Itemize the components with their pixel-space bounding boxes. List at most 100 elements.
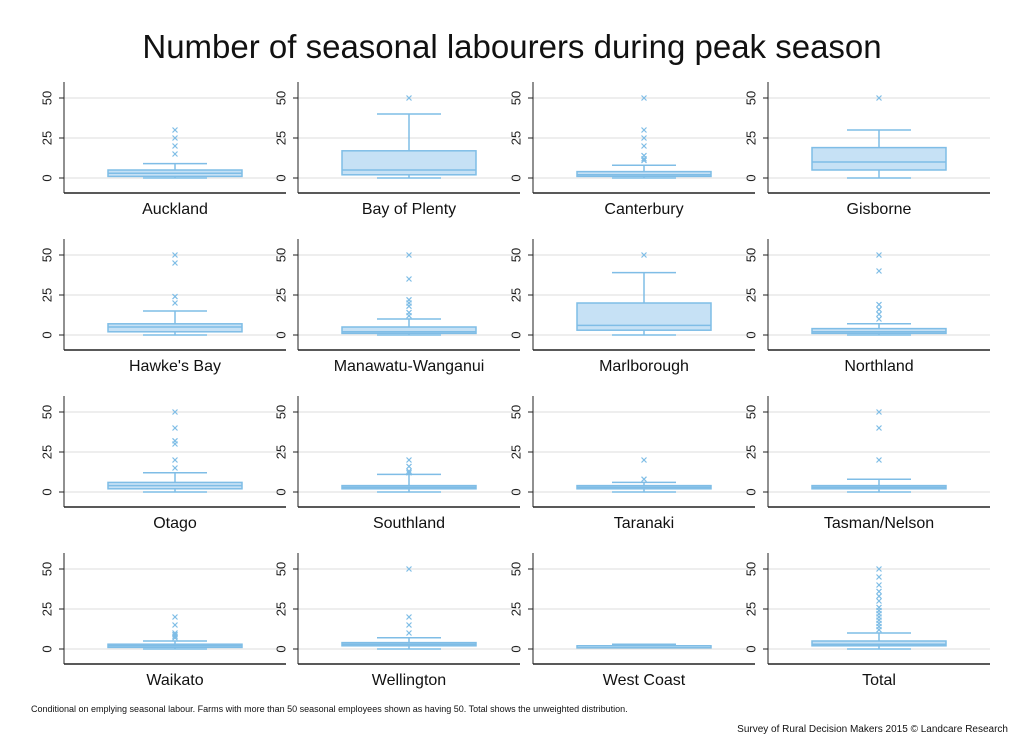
y-tick-label: 25	[508, 131, 523, 145]
outlier-marker	[876, 409, 882, 415]
iqr-box	[576, 170, 712, 178]
panel-bay-of-plenty: 0 25 50 Bay of Plenty	[273, 82, 520, 218]
outlier-marker	[406, 469, 412, 476]
outlier-marker	[641, 457, 647, 463]
panel-label: Manawatu-Wanganui	[334, 358, 485, 375]
y-tick-label: 25	[273, 131, 288, 145]
outlier-marker	[406, 95, 412, 101]
y-tick-label: 0	[508, 331, 523, 338]
outlier-marker	[172, 260, 178, 266]
outlier-marker	[876, 566, 882, 572]
panel-label: Wellington	[372, 672, 446, 689]
panel-hawke-s-bay: 0 25 50 Hawke's Bay	[39, 239, 286, 375]
y-tick-label: 50	[39, 248, 54, 262]
outlier-marker	[406, 630, 412, 636]
y-tick-label: 0	[39, 331, 54, 338]
panel-label: Waikato	[146, 672, 203, 689]
y-tick-label: 0	[39, 174, 54, 181]
panel-label: Auckland	[142, 201, 208, 218]
iqr-box	[811, 146, 947, 171]
outlier-marker	[406, 457, 412, 463]
outlier-marker	[876, 95, 882, 101]
y-tick-label: 50	[508, 91, 523, 105]
panel-label: Total	[862, 672, 896, 689]
outlier-marker	[876, 604, 882, 611]
footnote: Conditional on emplying seasonal labour.…	[31, 704, 628, 714]
outlier-marker	[876, 588, 882, 595]
y-tick-label: 25	[508, 288, 523, 302]
outlier-marker	[172, 127, 178, 133]
y-tick-label: 50	[273, 562, 288, 576]
y-tick-label: 0	[508, 174, 523, 181]
y-tick-label: 25	[39, 288, 54, 302]
y-tick-label: 50	[273, 405, 288, 419]
outlier-marker	[641, 476, 647, 483]
panel-tasman-nelson: 0 25 50 Tasman/Nelson	[743, 396, 990, 532]
chart-title: Number of seasonal labourers during peak…	[142, 28, 881, 65]
y-tick-label: 0	[39, 488, 54, 495]
outlier-marker	[406, 252, 412, 258]
y-tick-label: 25	[508, 602, 523, 616]
panel-wellington: 0 25 50 Wellington	[273, 553, 520, 689]
y-tick-label: 50	[743, 91, 758, 105]
outlier-marker	[172, 457, 178, 463]
y-tick-label: 25	[39, 131, 54, 145]
panel-canterbury: 0 25 50 Canterbury	[508, 82, 755, 218]
panel-label: Tasman/Nelson	[824, 515, 934, 532]
outlier-marker	[876, 268, 882, 274]
y-tick-label: 0	[273, 174, 288, 181]
outlier-marker	[876, 574, 882, 580]
panel-label: Taranaki	[614, 515, 674, 532]
outlier-marker	[406, 622, 412, 628]
panel-label: Gisborne	[847, 201, 912, 218]
outlier-marker	[172, 630, 178, 636]
credit: Survey of Rural Decision Makers 2015 © L…	[737, 724, 1008, 735]
outlier-marker	[641, 252, 647, 258]
y-tick-label: 50	[743, 405, 758, 419]
y-tick-label: 25	[39, 445, 54, 459]
outlier-marker	[172, 622, 178, 628]
outlier-marker	[641, 135, 647, 141]
y-tick-label: 25	[743, 131, 758, 145]
y-tick-label: 50	[508, 562, 523, 576]
outlier-marker	[876, 311, 882, 318]
outlier-marker	[172, 151, 178, 157]
iqr-box	[811, 640, 947, 647]
outlier-marker	[406, 309, 412, 316]
outlier-marker	[406, 463, 412, 470]
outlier-marker	[876, 301, 882, 308]
y-tick-label: 25	[273, 445, 288, 459]
y-tick-label: 25	[39, 602, 54, 616]
panel-label: Otago	[153, 515, 197, 532]
outlier-marker	[641, 127, 647, 133]
outlier-marker	[172, 143, 178, 149]
iqr-box	[811, 327, 947, 335]
iqr-box	[341, 326, 477, 335]
y-tick-label: 25	[743, 288, 758, 302]
y-tick-label: 0	[273, 645, 288, 652]
panel-label: West Coast	[603, 672, 686, 689]
y-tick-label: 50	[273, 248, 288, 262]
iqr-box	[107, 323, 243, 333]
panel-taranaki: 0 25 50 Taranaki	[508, 396, 755, 532]
panel-label: Bay of Plenty	[362, 201, 456, 218]
panel-label: Canterbury	[604, 201, 683, 218]
panel-label: Southland	[373, 515, 445, 532]
y-tick-label: 50	[508, 248, 523, 262]
panel-northland: 0 25 50 Northland	[743, 239, 990, 375]
outlier-marker	[876, 306, 882, 313]
panel-label: Marlborough	[599, 358, 689, 375]
y-tick-label: 50	[508, 405, 523, 419]
outlier-marker	[641, 152, 647, 159]
outlier-marker	[172, 614, 178, 620]
panel-auckland: 0 25 50 Auckland	[39, 82, 286, 218]
outlier-marker	[406, 276, 412, 282]
panel-total: 0 25 50 Total	[743, 553, 990, 689]
outlier-marker	[172, 631, 178, 638]
y-tick-label: 0	[743, 174, 758, 181]
outlier-marker	[876, 457, 882, 463]
panel-southland: 0 25 50 Southland	[273, 396, 520, 532]
outlier-marker	[876, 252, 882, 258]
panel-gisborne: 0 25 50 Gisborne	[743, 82, 990, 218]
outlier-marker	[172, 135, 178, 141]
